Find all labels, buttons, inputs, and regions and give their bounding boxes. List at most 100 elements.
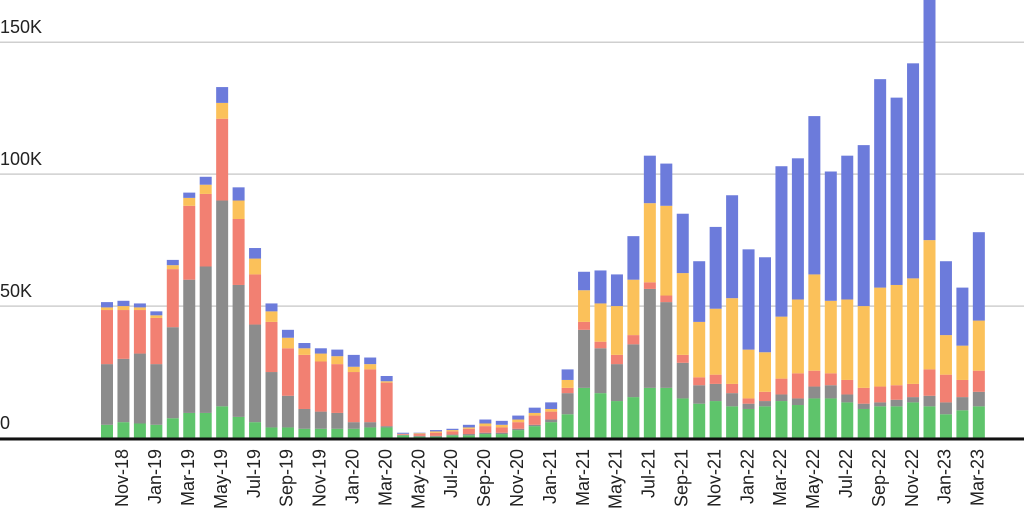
- bar-segment: [331, 364, 344, 413]
- bar-segment: [726, 383, 739, 394]
- bar-segment: [923, 240, 936, 370]
- bar-segment: [462, 434, 475, 436]
- bar-segment: [561, 414, 574, 438]
- bar-segment: [298, 428, 311, 438]
- bar-segment: [364, 427, 377, 438]
- bar-segment: [939, 261, 952, 336]
- bar-segment: [676, 398, 689, 438]
- x-tick-label: Mar-22: [770, 449, 790, 506]
- bar-segment: [824, 171, 837, 301]
- bar-segment: [578, 271, 591, 291]
- bar-segment: [150, 315, 163, 318]
- bar-segment: [462, 428, 475, 435]
- bar-segment: [874, 402, 887, 407]
- bar-segment: [890, 385, 903, 400]
- bar-segment: [824, 398, 837, 438]
- bar-segment: [380, 375, 393, 382]
- bar-segment: [150, 364, 163, 425]
- bar-segment: [281, 329, 294, 338]
- bar-segment: [972, 406, 985, 438]
- bar-segment: [331, 428, 344, 438]
- bar-segment: [133, 307, 146, 311]
- bar-segment: [216, 200, 229, 407]
- bar-segment: [726, 298, 739, 384]
- bar-segment: [265, 372, 278, 428]
- bar-segment: [939, 402, 952, 415]
- bar-segment: [627, 344, 640, 398]
- bar-segment: [249, 248, 262, 259]
- bar-segment: [791, 373, 804, 399]
- bar-segment: [972, 232, 985, 321]
- bar-segment: [676, 213, 689, 274]
- bar-segment: [249, 274, 262, 325]
- bar-segment: [726, 406, 739, 438]
- x-tick-label: Jul-19: [244, 449, 264, 498]
- bar-segment: [232, 284, 245, 417]
- bar-segment: [397, 435, 410, 438]
- bar-segment: [298, 408, 311, 429]
- bar-segment: [101, 364, 113, 425]
- x-tick-label: Jan-23: [935, 449, 955, 504]
- bar-segment: [413, 434, 426, 436]
- bar-segment: [232, 416, 245, 438]
- bar-segment: [857, 145, 870, 307]
- bar-segment: [331, 412, 344, 429]
- bar-segment: [824, 300, 837, 374]
- bar-segment: [430, 431, 442, 433]
- bar-segment: [676, 354, 689, 363]
- bar-segment: [594, 341, 607, 349]
- bar-segment: [479, 432, 492, 435]
- x-tick-label: May-20: [408, 449, 428, 509]
- bar-segment: [364, 422, 377, 428]
- bar-segment: [199, 176, 212, 185]
- bar-segment: [627, 335, 640, 345]
- bar-segment: [824, 373, 837, 386]
- bar-segment: [759, 406, 771, 438]
- bar-segment: [347, 372, 360, 423]
- bar-segment: [610, 364, 623, 402]
- x-tick-label: Jul-20: [441, 449, 461, 498]
- bar-segment: [627, 279, 640, 336]
- bar-segment: [939, 414, 952, 438]
- bar-segment: [479, 419, 492, 424]
- bar-segment: [380, 427, 393, 438]
- bar-segment: [166, 265, 179, 270]
- bar-segment: [347, 366, 360, 373]
- bar-segment: [364, 369, 377, 423]
- bar-segment: [660, 295, 673, 303]
- bar-segment: [890, 399, 903, 407]
- bar-segment: [183, 197, 196, 206]
- x-tick-label: Sep-21: [672, 449, 692, 507]
- bar-segment: [841, 379, 854, 395]
- bar-segment: [956, 397, 969, 411]
- y-tick-label: 50K: [0, 281, 32, 301]
- bar-segment: [578, 387, 591, 438]
- bar-segment: [972, 370, 985, 392]
- bar-segment: [759, 391, 771, 402]
- bar-segment: [314, 411, 327, 429]
- bar-segment: [857, 408, 870, 438]
- bar-segment: [693, 385, 706, 404]
- bar-segment: [133, 423, 146, 438]
- bar-segment: [693, 321, 706, 378]
- bar-segment: [446, 431, 459, 435]
- bar-segment: [462, 427, 475, 429]
- bar-segment: [972, 391, 985, 407]
- bar-segment: [528, 407, 541, 413]
- bar-segment: [693, 403, 706, 438]
- x-tick-label: Mar-23: [968, 449, 988, 506]
- bar-segment: [232, 219, 245, 285]
- bar-segment: [923, 406, 936, 438]
- bar-segment: [216, 87, 229, 103]
- bar-segment: [561, 387, 574, 394]
- bar-segment: [956, 287, 969, 346]
- bar-segment: [709, 308, 722, 375]
- bar-segment: [808, 274, 821, 371]
- bar-segment: [660, 205, 673, 296]
- bar-segment: [824, 385, 837, 399]
- bar-segment: [939, 335, 952, 375]
- x-tick-label: Jan-20: [343, 449, 363, 504]
- bar-segment: [380, 381, 393, 383]
- bar-segment: [594, 303, 607, 342]
- bar-segment: [281, 427, 294, 438]
